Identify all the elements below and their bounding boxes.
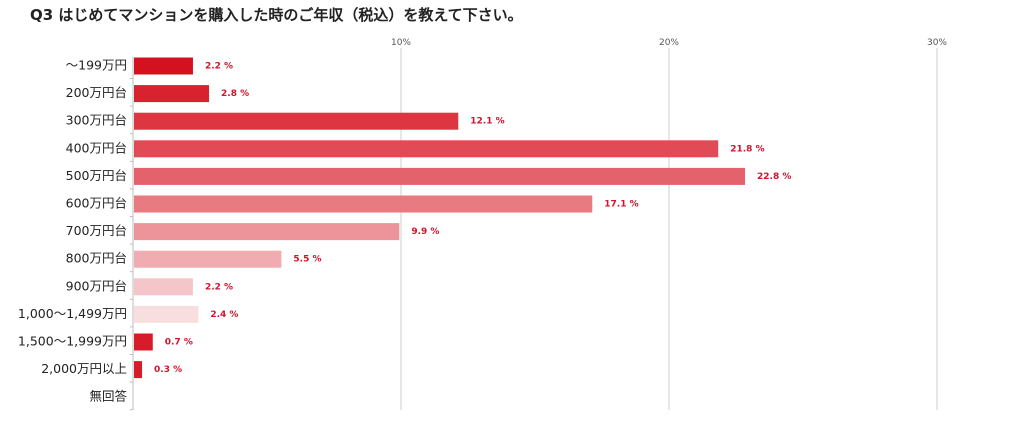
- bar: [134, 250, 282, 268]
- data-label: 21.8 %: [730, 144, 764, 154]
- category-label: 600万円台: [66, 196, 127, 211]
- bar: [134, 85, 210, 103]
- category-label: 500万円台: [66, 168, 127, 183]
- data-label: 2.8 %: [221, 89, 249, 99]
- bar: [134, 278, 193, 296]
- bar: [134, 361, 143, 379]
- category-label: 1,000～1,499万円: [18, 306, 127, 321]
- data-label: 0.7 %: [165, 338, 193, 348]
- bar: [134, 57, 193, 75]
- data-label: 2.2 %: [205, 62, 233, 72]
- data-label: 2.2 %: [205, 282, 233, 292]
- category-label: 無回答: [89, 389, 127, 404]
- bar: [134, 305, 199, 323]
- data-label: 12.1 %: [470, 117, 504, 127]
- bar: [134, 112, 459, 130]
- category-label: 1,500～1,999万円: [18, 334, 127, 349]
- category-label: 700万円台: [66, 223, 127, 238]
- bar: [134, 140, 719, 158]
- category-label: ～199万円: [66, 58, 127, 73]
- x-tick-label: 30%: [927, 38, 947, 48]
- data-label: 2.4 %: [210, 310, 238, 320]
- bar: [134, 223, 400, 241]
- bar: [134, 333, 153, 351]
- data-label: 0.3 %: [154, 365, 182, 375]
- data-label: 22.8 %: [757, 172, 791, 182]
- x-tick-label: 20%: [659, 38, 679, 48]
- category-label: 200万円台: [66, 85, 127, 100]
- category-label: 300万円台: [66, 113, 127, 128]
- category-label: 400万円台: [66, 140, 127, 155]
- category-label: 2,000万円以上: [41, 361, 127, 376]
- bar: [134, 167, 746, 185]
- chart-title: Q3 はじめてマンションを購入した時のご年収（税込）を教えて下さい。: [30, 6, 523, 24]
- data-label: 17.1 %: [604, 200, 638, 210]
- category-label: 800万円台: [66, 251, 127, 266]
- data-label: 9.9 %: [411, 227, 439, 237]
- bar: [134, 195, 593, 213]
- category-label: 900万円台: [66, 278, 127, 293]
- x-tick-label: 10%: [391, 38, 411, 48]
- data-label: 5.5 %: [293, 255, 321, 265]
